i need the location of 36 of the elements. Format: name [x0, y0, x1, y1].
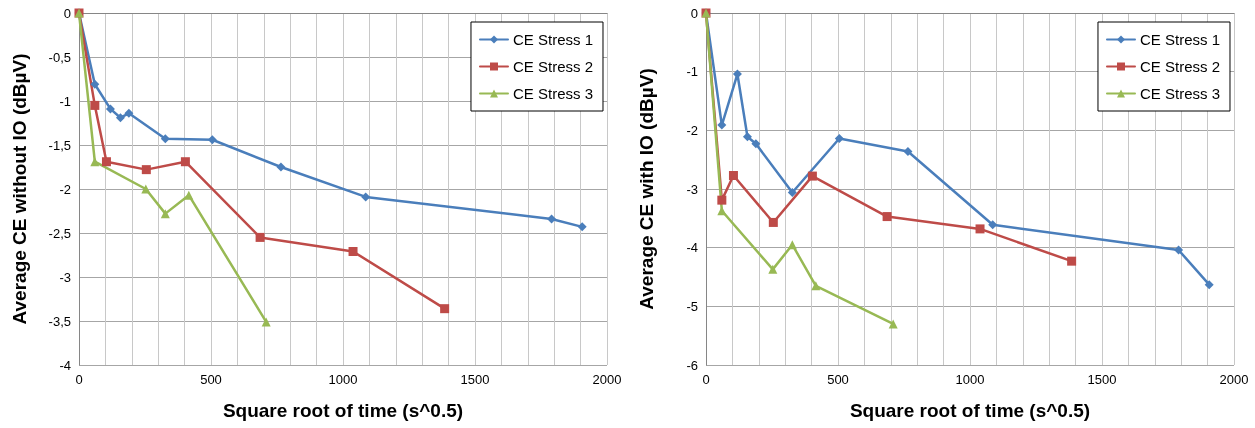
- x-tick-label: 2000: [592, 372, 622, 387]
- y-axis-title: Average CE without IO (dBµV): [9, 53, 30, 325]
- x-tick-label: 500: [200, 372, 222, 387]
- y-tick-label: -2,5: [48, 225, 71, 241]
- x-axis-title: Square root of time (s^0.5): [849, 400, 1091, 421]
- y-tick-label: -3,5: [48, 313, 71, 329]
- legend-label: CE Stress 3: [1139, 85, 1221, 102]
- x-tick-label: 1500: [460, 372, 490, 387]
- legend-label: CE Stress 2: [512, 58, 594, 75]
- y-tick-label: -4: [59, 357, 71, 373]
- x-tick-label: 1500: [1087, 372, 1117, 387]
- y-tick-label: -0,5: [48, 49, 71, 65]
- x-tick-label: 0: [702, 372, 710, 387]
- y-tick-label: -3: [686, 181, 698, 197]
- y-tick-label: 0: [63, 5, 71, 21]
- y-tick-label: -6: [686, 357, 698, 373]
- x-tick-label: 2000: [1219, 372, 1249, 387]
- y-tick-label: -1: [686, 64, 698, 80]
- x-tick-label: 500: [827, 372, 849, 387]
- y-tick-label: 0: [690, 5, 698, 21]
- y-tick-label: -2: [686, 122, 698, 138]
- x-axis-title: Square root of time (s^0.5): [222, 400, 464, 421]
- y-tick-label: -1: [59, 93, 71, 109]
- x-tick-label: 0: [75, 372, 83, 387]
- legend-label: CE Stress 1: [512, 31, 594, 48]
- y-tick-label: -1,5: [48, 137, 71, 153]
- legend-label: CE Stress 2: [1139, 58, 1221, 75]
- y-tick-label: -4: [686, 240, 698, 256]
- y-axis-title: Average CE with IO (dBµV): [636, 68, 657, 310]
- y-tick-label: -3: [59, 269, 71, 285]
- x-tick-label: 1000: [328, 372, 358, 387]
- legend-label: CE Stress 3: [512, 85, 594, 102]
- y-tick-label: -2: [59, 181, 71, 197]
- x-tick-label: 1000: [955, 372, 985, 387]
- legend-label: CE Stress 1: [1139, 31, 1221, 48]
- y-tick-label: -5: [686, 298, 698, 314]
